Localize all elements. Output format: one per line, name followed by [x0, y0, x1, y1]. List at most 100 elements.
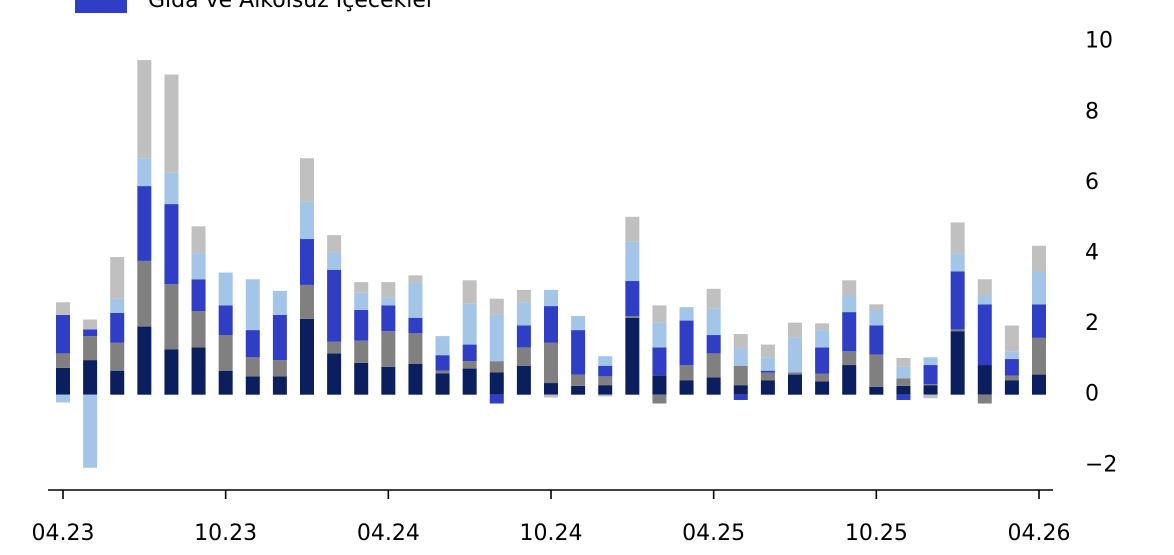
bar-segment: [706, 377, 721, 395]
bar-segment: [788, 372, 802, 375]
bar-segment: [191, 253, 206, 280]
bar-segment: [544, 342, 558, 384]
bar-segment: [625, 315, 640, 318]
bar-segment: [842, 280, 857, 296]
bar-segment: [164, 284, 179, 350]
bar-segment: [896, 378, 911, 386]
bar-segment: [977, 279, 992, 296]
bar-segment: [408, 275, 423, 283]
bar-segment: [733, 365, 748, 386]
bar-segment: [381, 305, 396, 332]
bar-segment: [571, 374, 586, 386]
bar-segment: [842, 365, 857, 395]
bar-segment: [489, 372, 504, 395]
x-tick-label: 04.25: [682, 521, 745, 546]
bar-segment: [137, 186, 152, 261]
bar-segment: [544, 383, 558, 395]
bar-segment: [760, 344, 775, 358]
bar-segment: [408, 317, 423, 334]
bar-segment: [245, 330, 260, 358]
bar-segment: [733, 333, 748, 349]
bar-segment: [625, 317, 640, 395]
bar-segment: [516, 302, 531, 326]
bar-segment: [842, 312, 857, 352]
bar-segment: [544, 394, 558, 398]
bar-segment: [245, 279, 260, 331]
bar-segment: [354, 292, 369, 310]
bar-segment: [896, 357, 911, 367]
bar-segment: [83, 319, 98, 330]
bar-segment: [1004, 351, 1019, 360]
bar-segment: [516, 365, 531, 395]
bar-segment: [733, 394, 748, 400]
bar-segment: [760, 357, 775, 371]
y-tick-label: 8: [1085, 99, 1099, 124]
bar-segment: [218, 305, 233, 336]
bar-segment: [83, 329, 98, 337]
bar-segment: [977, 394, 992, 404]
bar-segment: [679, 365, 694, 381]
x-tick-label: 04.24: [357, 521, 420, 546]
bar-segment: [381, 366, 396, 395]
bar-segment: [788, 374, 802, 395]
bar-segment: [788, 322, 802, 338]
bar-segment: [1004, 359, 1019, 376]
bar-segment: [706, 308, 721, 336]
bar-segment: [164, 349, 179, 395]
bar-segment: [327, 353, 342, 395]
bar-segment: [869, 386, 884, 395]
bar-segment: [191, 311, 206, 348]
bar-segment: [381, 297, 396, 306]
bar-segment: [652, 347, 667, 376]
bar-segment: [652, 305, 667, 323]
bar-segment: [733, 348, 748, 366]
bar-segment: [354, 340, 369, 363]
bar-segment: [435, 370, 450, 374]
bar-segment: [977, 304, 992, 366]
bar-segment: [815, 323, 830, 331]
bar-segment: [218, 272, 233, 306]
bar-segment: [896, 394, 911, 400]
bar-segment: [815, 347, 830, 374]
bar-segment: [1032, 337, 1046, 375]
bar-segment: [760, 370, 775, 373]
bar-segment: [83, 360, 98, 395]
bar-segment: [110, 257, 125, 299]
bar-segment: [869, 309, 884, 326]
bar-segment: [435, 373, 450, 395]
bar-segment: [923, 365, 938, 385]
bar-segment: [652, 375, 667, 395]
bar-segment: [245, 376, 260, 395]
bar-segment: [652, 394, 667, 404]
bar-segment: [625, 241, 640, 282]
bar-segment: [516, 347, 531, 366]
bar-segment: [164, 74, 179, 173]
bar-segment: [462, 361, 477, 369]
bar-segment: [923, 385, 938, 395]
bar-segment: [191, 347, 206, 395]
bar-segment: [191, 226, 206, 254]
bar-segment: [598, 376, 613, 386]
bar-segment: [327, 269, 342, 342]
bar-segment: [300, 201, 314, 240]
bar-segment: [598, 394, 613, 397]
bar-segment: [788, 337, 802, 373]
bar-segment: [815, 381, 830, 395]
bar-segment: [625, 281, 640, 316]
bar-segment: [110, 298, 125, 313]
bar-segment: [56, 394, 70, 403]
legend-swatch: [75, 0, 127, 13]
bar-segment: [272, 314, 287, 361]
bar-segment: [272, 376, 287, 395]
bar-segment: [679, 307, 694, 321]
bar-segment: [164, 204, 179, 285]
bar-segment: [56, 367, 70, 395]
bar-segment: [462, 344, 477, 362]
bar-segment: [327, 252, 342, 270]
bar-segment: [1032, 271, 1046, 305]
bar-segment: [137, 260, 152, 327]
bar-segment: [354, 309, 369, 341]
bar-segment: [408, 363, 423, 395]
bar-segment: [516, 289, 531, 303]
